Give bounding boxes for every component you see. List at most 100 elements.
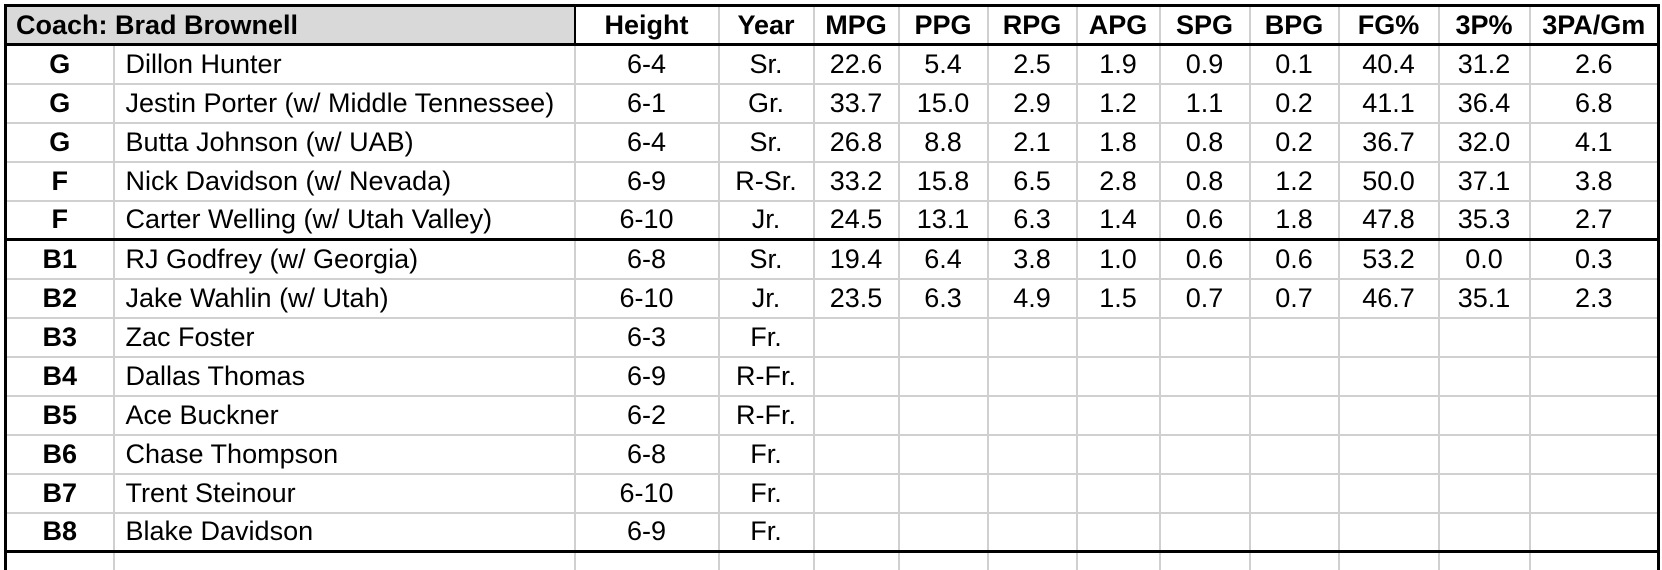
- position-cell: G: [4, 82, 115, 124]
- height-cell: 6-4: [573, 121, 720, 163]
- year-cell: R-Fr.: [717, 355, 815, 397]
- rpg-cell: [986, 316, 1078, 358]
- 3pa-gm-cell: [1528, 511, 1660, 553]
- col-header-ppg: PPG: [897, 4, 989, 46]
- col-header-spg: SPG: [1158, 4, 1251, 46]
- table-row: G Jestin Porter (w/ Middle Tennessee) 6-…: [4, 82, 1660, 124]
- ppg-cell: [897, 394, 989, 436]
- 3pa-gm-cell: [1528, 316, 1660, 358]
- 3pa-gm-cell: 6.8: [1528, 82, 1660, 124]
- ppg-cell: 15.0: [897, 82, 989, 124]
- 3p-pct-cell: 35.3: [1437, 199, 1531, 241]
- position-cell: B3: [4, 316, 115, 358]
- bpg-cell: 0.6: [1248, 238, 1340, 280]
- apg-cell: [1075, 550, 1161, 570]
- table-row: B4 Dallas Thomas 6-9 R-Fr.: [4, 355, 1660, 397]
- mpg-cell: [812, 355, 900, 397]
- player-name-cell: Carter Welling (w/ Utah Valley): [112, 199, 576, 241]
- col-header-3pa-gm: 3PA/Gm: [1528, 4, 1660, 46]
- fg-pct-cell: 47.8: [1337, 199, 1440, 241]
- height-cell: 6-1: [573, 82, 720, 124]
- position-cell: F: [4, 160, 115, 202]
- position-cell: B5: [4, 394, 115, 436]
- position-cell: F: [4, 199, 115, 241]
- spg-cell: 0.8: [1158, 121, 1251, 163]
- position-cell: B8: [4, 511, 115, 553]
- year-cell: Fr.: [717, 316, 815, 358]
- ppg-cell: 5.4: [897, 43, 989, 85]
- apg-cell: 1.5: [1075, 277, 1161, 319]
- spg-cell: 1.1: [1158, 82, 1251, 124]
- 3p-pct-cell: 37.1: [1437, 160, 1531, 202]
- position-cell: B6: [4, 433, 115, 475]
- year-cell: Jr.: [717, 199, 815, 241]
- player-name-cell: RJ Godfrey (w/ Georgia): [112, 238, 576, 280]
- spg-cell: [1158, 316, 1251, 358]
- player-name-cell: Nick Davidson (w/ Nevada): [112, 160, 576, 202]
- 3pa-gm-cell: [1528, 433, 1660, 475]
- spg-cell: [1158, 472, 1251, 514]
- table-row: B1 RJ Godfrey (w/ Georgia) 6-8 Sr. 19.4 …: [4, 238, 1660, 280]
- rpg-cell: [986, 472, 1078, 514]
- rpg-cell: [986, 394, 1078, 436]
- roster-table: Coach: Brad Brownell Height Year MPG PPG…: [3, 4, 1661, 570]
- apg-cell: [1075, 472, 1161, 514]
- ppg-cell: 6.4: [897, 238, 989, 280]
- position-cell: G: [4, 121, 115, 163]
- year-cell: Sr.: [717, 43, 815, 85]
- apg-cell: 1.4: [1075, 199, 1161, 241]
- player-name-cell: Dillon Hunter: [112, 43, 576, 85]
- spg-cell: [1158, 550, 1251, 570]
- mpg-cell: [812, 472, 900, 514]
- fg-pct-cell: 46.7: [1337, 277, 1440, 319]
- mpg-cell: [812, 511, 900, 553]
- player-name-cell: Butta Johnson (w/ UAB): [112, 121, 576, 163]
- col-header-bpg: BPG: [1248, 4, 1340, 46]
- rpg-cell: 4.9: [986, 277, 1078, 319]
- bpg-cell: 0.2: [1248, 121, 1340, 163]
- 3p-pct-cell: [1437, 511, 1531, 553]
- bpg-cell: 1.2: [1248, 160, 1340, 202]
- year-cell: Gr.: [717, 82, 815, 124]
- player-name-cell: Jake Wahlin (w/ Utah): [112, 277, 576, 319]
- spg-cell: [1158, 355, 1251, 397]
- apg-cell: [1075, 511, 1161, 553]
- apg-cell: 1.9: [1075, 43, 1161, 85]
- spg-cell: [1158, 394, 1251, 436]
- player-name-cell: Dallas Thomas: [112, 355, 576, 397]
- table-row: B6 Chase Thompson 6-8 Fr.: [4, 433, 1660, 475]
- ppg-cell: [897, 316, 989, 358]
- height-cell: 6-3: [573, 316, 720, 358]
- year-cell: Fr.: [717, 511, 815, 553]
- table-row: B3 Zac Foster 6-3 Fr.: [4, 316, 1660, 358]
- 3p-pct-cell: [1437, 433, 1531, 475]
- apg-cell: 1.0: [1075, 238, 1161, 280]
- player-name-cell: [112, 550, 576, 570]
- mpg-cell: 24.5: [812, 199, 900, 241]
- table-row: G Butta Johnson (w/ UAB) 6-4 Sr. 26.8 8.…: [4, 121, 1660, 163]
- mpg-cell: 23.5: [812, 277, 900, 319]
- bpg-cell: 1.8: [1248, 199, 1340, 241]
- fg-pct-cell: [1337, 511, 1440, 553]
- 3pa-gm-cell: [1528, 550, 1660, 570]
- fg-pct-cell: [1337, 550, 1440, 570]
- table-row: F Nick Davidson (w/ Nevada) 6-9 R-Sr. 33…: [4, 160, 1660, 202]
- 3pa-gm-cell: [1528, 472, 1660, 514]
- height-cell: 6-9: [573, 355, 720, 397]
- year-cell: Sr.: [717, 121, 815, 163]
- ppg-cell: [897, 355, 989, 397]
- rpg-cell: 6.3: [986, 199, 1078, 241]
- fg-pct-cell: 36.7: [1337, 121, 1440, 163]
- apg-cell: 1.8: [1075, 121, 1161, 163]
- mpg-cell: [812, 433, 900, 475]
- fg-pct-cell: [1337, 355, 1440, 397]
- height-cell: 6-8: [573, 238, 720, 280]
- table-row: B2 Jake Wahlin (w/ Utah) 6-10 Jr. 23.5 6…: [4, 277, 1660, 319]
- 3p-pct-cell: [1437, 316, 1531, 358]
- year-cell: Jr.: [717, 277, 815, 319]
- position-cell: B7: [4, 472, 115, 514]
- ppg-cell: [897, 511, 989, 553]
- bpg-cell: [1248, 316, 1340, 358]
- height-cell: 6-8: [573, 433, 720, 475]
- 3p-pct-cell: 31.2: [1437, 43, 1531, 85]
